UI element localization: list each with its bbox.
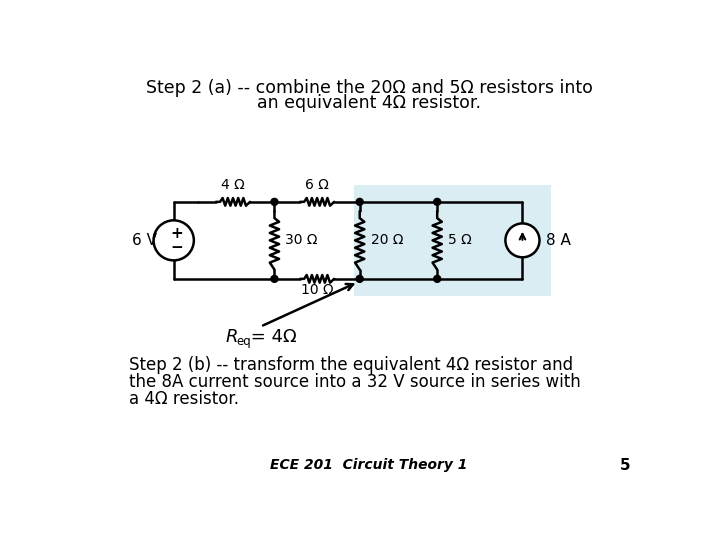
Text: 4 Ω: 4 Ω [221, 178, 245, 192]
Circle shape [433, 275, 441, 282]
Circle shape [433, 198, 441, 205]
Text: 5: 5 [619, 458, 630, 472]
Text: the 8A current source into a 32 V source in series with: the 8A current source into a 32 V source… [129, 373, 580, 391]
Text: 10 Ω: 10 Ω [301, 283, 333, 296]
Text: 6 V: 6 V [132, 233, 157, 248]
Text: 30 Ω: 30 Ω [285, 233, 318, 247]
Text: 20 Ω: 20 Ω [371, 233, 403, 247]
Text: +: + [171, 226, 183, 241]
Text: −: − [171, 240, 183, 255]
Text: = 4Ω: = 4Ω [245, 328, 297, 346]
Text: 6 Ω: 6 Ω [305, 178, 329, 192]
Text: a 4Ω resistor.: a 4Ω resistor. [129, 390, 239, 408]
Circle shape [356, 198, 363, 205]
Text: R: R [225, 328, 238, 346]
Bar [354, 185, 551, 296]
Text: eq: eq [236, 335, 251, 348]
Text: an equivalent 4Ω resistor.: an equivalent 4Ω resistor. [257, 94, 481, 112]
Text: Step 2 (b) -- transform the equivalent 4Ω resistor and: Step 2 (b) -- transform the equivalent 4… [129, 356, 573, 374]
Text: 8 A: 8 A [546, 233, 570, 248]
Circle shape [505, 224, 539, 257]
Text: 5 Ω: 5 Ω [448, 233, 472, 247]
Circle shape [271, 198, 278, 205]
Circle shape [271, 275, 278, 282]
Text: ECE 201  Circuit Theory 1: ECE 201 Circuit Theory 1 [270, 458, 468, 472]
Text: Step 2 (a) -- combine the 20Ω and 5Ω resistors into: Step 2 (a) -- combine the 20Ω and 5Ω res… [145, 79, 593, 97]
Circle shape [153, 220, 194, 260]
Circle shape [356, 275, 363, 282]
